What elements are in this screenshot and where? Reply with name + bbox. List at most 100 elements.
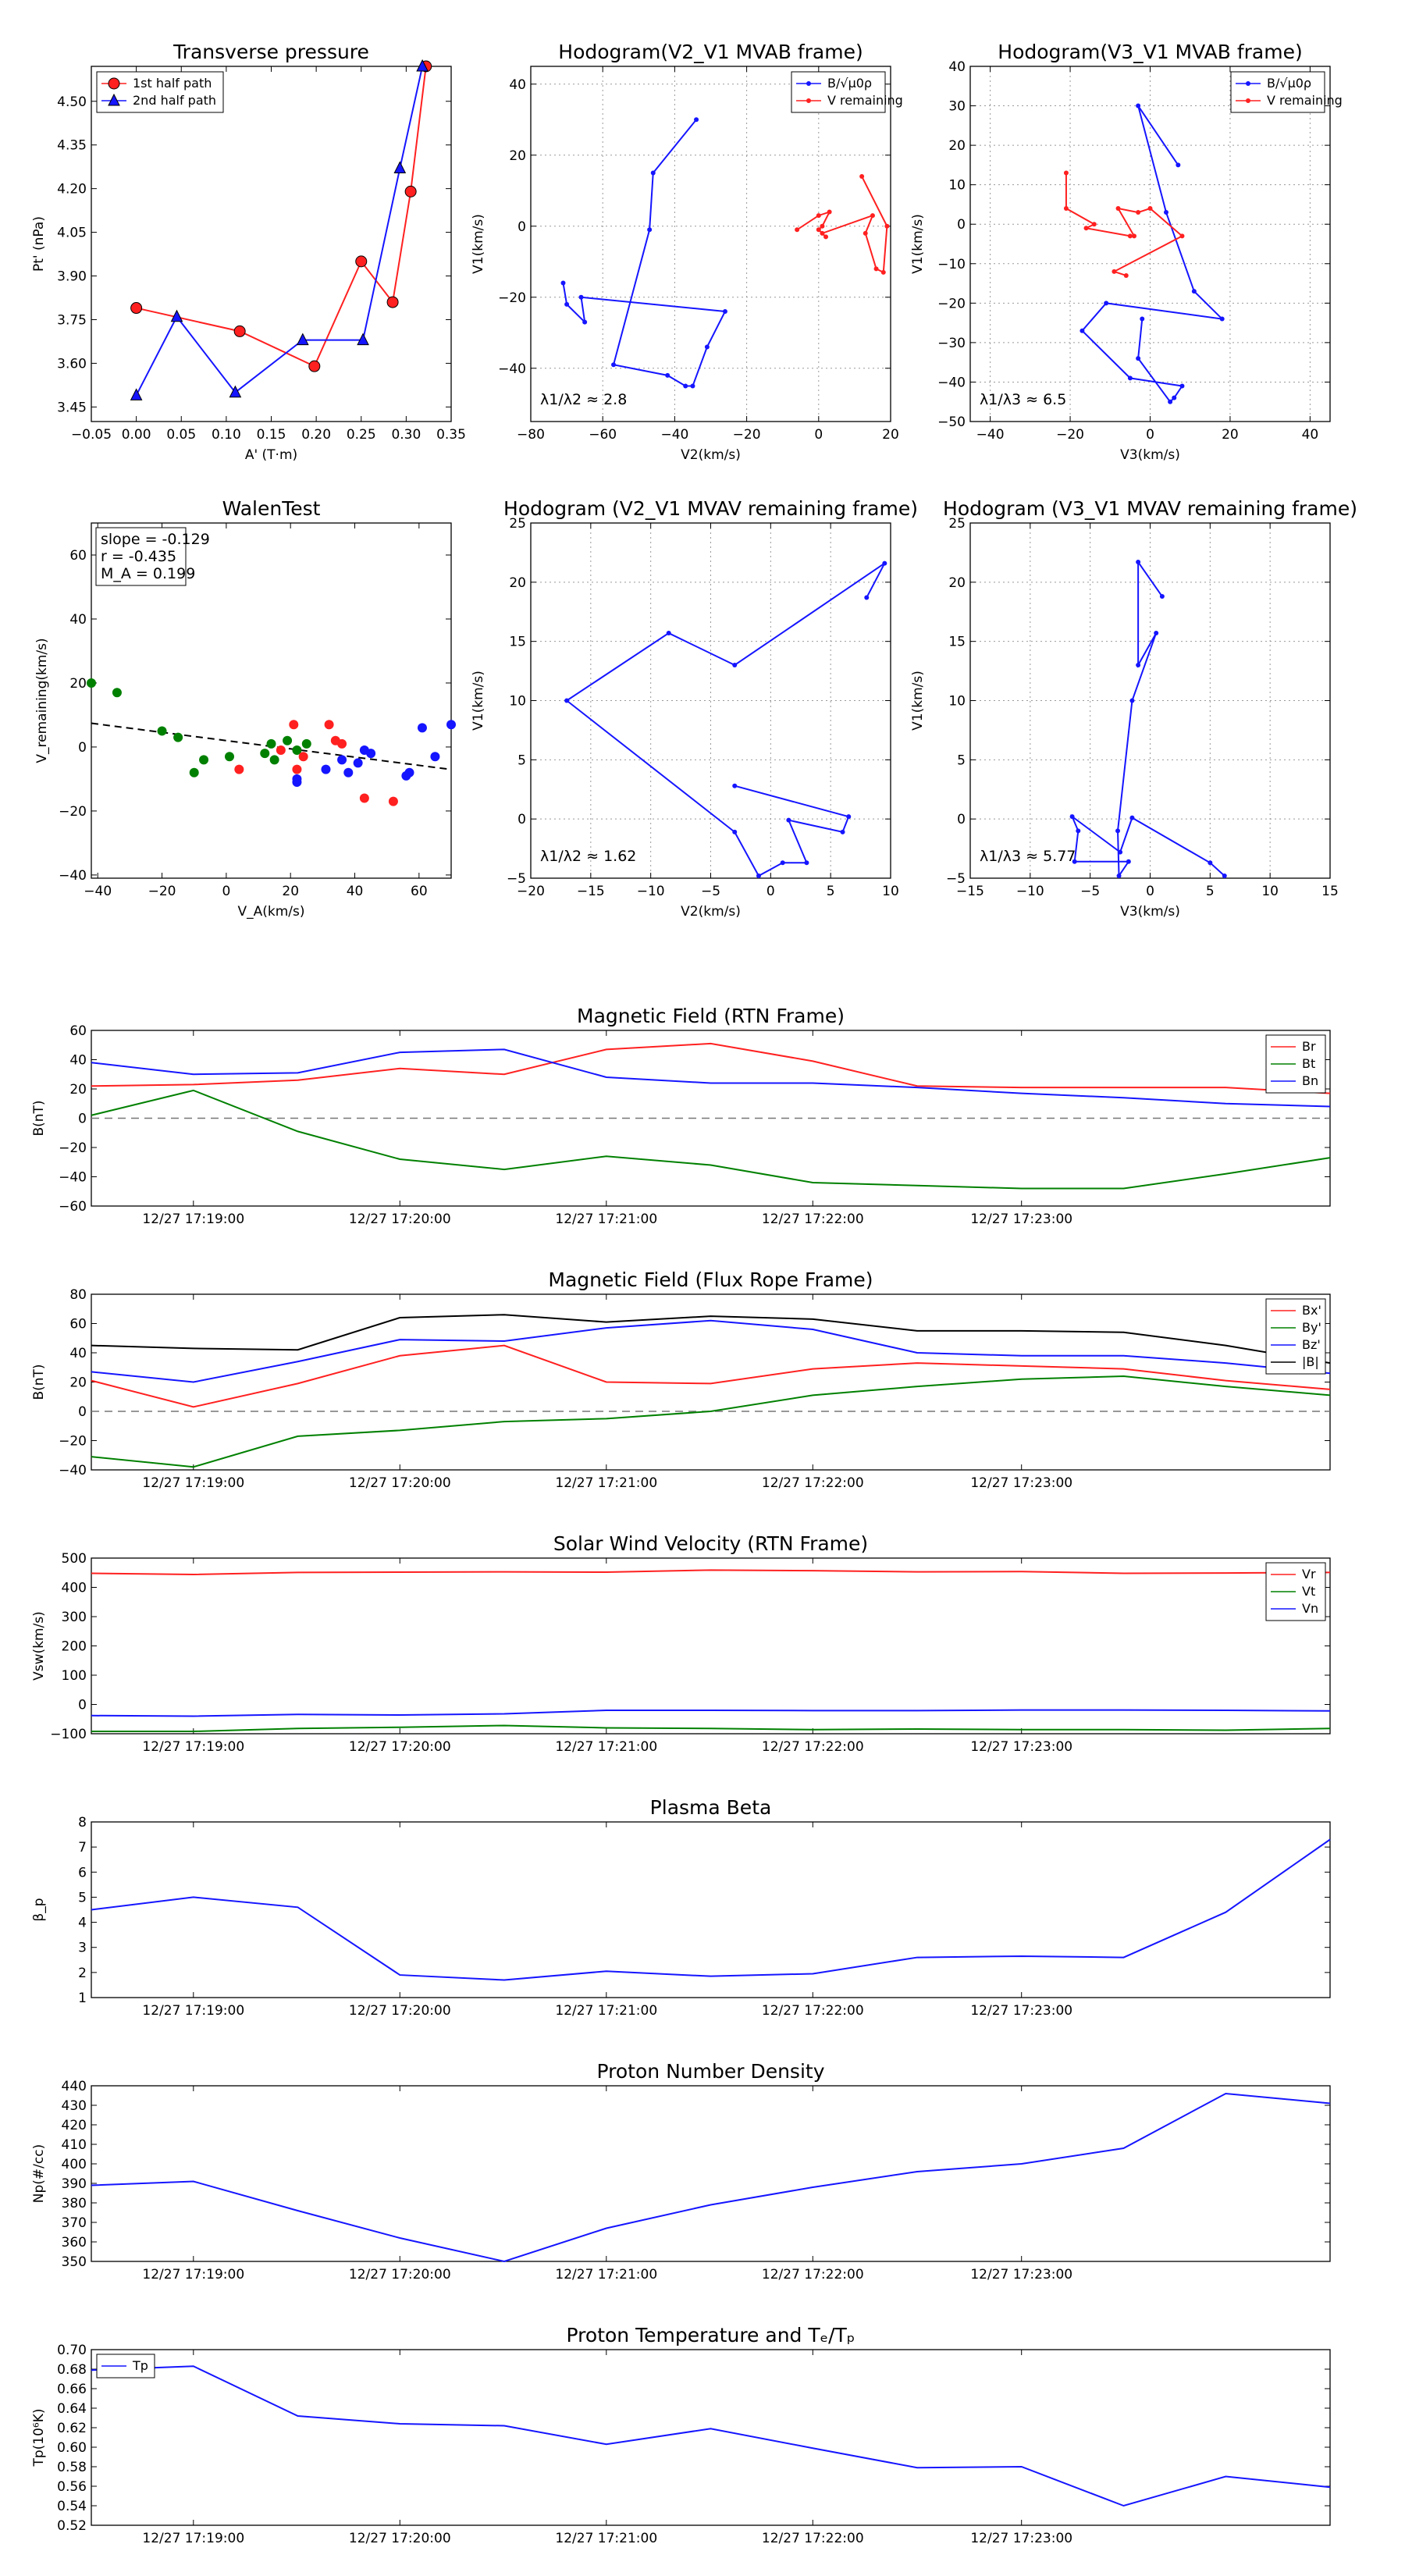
y-tick-label: 420	[62, 2118, 87, 2133]
x-tick-label: 0.30	[391, 427, 421, 443]
x-tick-label: −10	[1016, 884, 1044, 899]
x-tick-label: 12/27 17:19:00	[142, 1212, 244, 1227]
x-tick-label: −20	[148, 884, 176, 899]
x-tick-label: −20	[517, 884, 545, 899]
series-line-|B|	[91, 1314, 1331, 1364]
x-tick-label: 12/27 17:21:00	[555, 2267, 657, 2282]
y-tick-label: 20	[69, 1082, 87, 1098]
axes-frame	[530, 522, 891, 879]
marker-dot	[846, 814, 852, 820]
x-tick-label: 12/27 17:23:00	[970, 2267, 1072, 2282]
marker-dot	[806, 81, 811, 86]
marker-dot	[1126, 859, 1131, 864]
marker-dot	[1091, 222, 1097, 227]
marker-dot	[1246, 98, 1250, 103]
marker-dot	[1076, 828, 1081, 834]
marker-triangle	[229, 385, 242, 398]
x-tick-label: 12/27 17:23:00	[970, 1475, 1072, 1491]
x-tick-label: 12/27 17:20:00	[349, 2531, 451, 2546]
y-tick-label: 10	[948, 178, 966, 194]
axes-frame	[969, 522, 1331, 879]
marker-dot	[820, 230, 825, 236]
marker-dot	[564, 698, 570, 703]
scatter-point	[298, 752, 308, 762]
x-tick-label: −5	[1080, 884, 1100, 899]
y-tick-label: 0.62	[57, 2421, 87, 2436]
scatter-point	[189, 767, 199, 777]
y-tick-label: 0	[78, 1112, 87, 1127]
marker-dot	[647, 227, 653, 233]
marker-dot	[694, 117, 699, 123]
scatter-point	[324, 720, 334, 730]
x-tick-label: 0	[1146, 427, 1154, 443]
chart-title: Hodogram (V2_V1 MVAV remaining frame)	[503, 497, 918, 520]
marker-dot	[786, 817, 791, 823]
x-tick-label: 10	[1261, 884, 1279, 899]
y-tick-label: 5	[78, 1890, 87, 1905]
marker-dot	[864, 595, 870, 600]
marker-dot	[816, 213, 821, 219]
marker-dot	[870, 213, 875, 219]
marker-dot	[1147, 206, 1153, 211]
x-tick-label: 40	[1302, 427, 1319, 443]
chart-solar_wind_velocity: 12/27 17:19:00 12/27 17:20:00 12/27 17:21:…	[31, 1532, 1331, 1755]
scatter-point	[276, 745, 286, 756]
chart-title: WalenTest	[222, 497, 321, 520]
legend-label: B/√μ0ρ	[827, 76, 872, 91]
y-tick-label: 40	[69, 612, 87, 628]
legend-label: Bn	[1302, 1073, 1318, 1088]
axes-frame	[91, 66, 452, 422]
y-tick-label: 0.56	[57, 2479, 87, 2495]
scatter-point	[343, 767, 354, 777]
chart-title: Magnetic Field (Flux Rope Frame)	[548, 1268, 873, 1291]
marker-dot	[666, 631, 671, 636]
y-tick-label: −50	[937, 415, 966, 430]
y-tick-label: 15	[948, 635, 966, 650]
y-tick-label: 0	[78, 1404, 87, 1420]
axes-frame	[91, 522, 452, 879]
chart-title: Hodogram(V3_V1 MVAB frame)	[998, 41, 1302, 63]
x-tick-label: 0	[1146, 884, 1154, 899]
y-axis-label: V1(km/s)	[471, 214, 486, 274]
x-tick-label: 0.10	[212, 427, 241, 443]
x-tick-label: 0	[767, 884, 775, 899]
y-tick-label: 6	[78, 1865, 87, 1880]
axes-frame	[91, 1293, 1331, 1471]
marker-dot	[1127, 375, 1133, 381]
axes-frame	[91, 2349, 1331, 2526]
marker-dot	[732, 783, 738, 788]
series-line-Vr	[91, 1569, 1331, 1576]
marker-dot	[1129, 815, 1135, 820]
series-red	[234, 720, 398, 806]
legend-label: By'	[1302, 1320, 1321, 1335]
series-line-Bx'	[91, 1344, 1331, 1408]
x-tick-label: 12/27 17:19:00	[142, 1739, 244, 1755]
chart-proton_temperature: 12/27 17:19:00 12/27 17:20:00 12/27 17:21:…	[31, 2324, 1331, 2546]
y-tick-label: 80	[69, 1287, 87, 1303]
y-tick-label: 20	[509, 148, 526, 164]
marker-dot	[1129, 698, 1135, 703]
y-tick-label: 390	[62, 2176, 87, 2192]
y-tick-label: 410	[62, 2137, 87, 2153]
y-tick-label: 3.60	[57, 356, 87, 372]
x-axis-label: V3(km/s)	[1120, 904, 1180, 920]
marker-dot	[564, 301, 570, 307]
x-tick-label: 12/27 17:19:00	[142, 2003, 244, 2019]
stats-text: slope = -0.129	[101, 531, 210, 548]
marker-circle	[355, 255, 368, 268]
marker-dot	[827, 209, 832, 215]
x-tick-label: 5	[1206, 884, 1215, 899]
scatter-point	[260, 749, 270, 759]
marker-dot	[863, 230, 868, 236]
x-tick-label: 20	[282, 884, 299, 899]
x-tick-label: −20	[1056, 427, 1084, 443]
x-tick-label: 12/27 17:23:00	[970, 2003, 1072, 2019]
chart-title: Solar Wind Velocity (RTN Frame)	[553, 1532, 868, 1555]
y-tick-label: −20	[498, 290, 526, 306]
y-tick-label: 0.64	[57, 2401, 87, 2417]
ratio-annotation: λ1/λ3 ≈ 6.5	[980, 391, 1066, 408]
marker-dot	[1127, 233, 1133, 239]
scatter-point	[87, 678, 96, 688]
marker-dot	[795, 227, 800, 233]
series-1st half path	[130, 60, 432, 372]
